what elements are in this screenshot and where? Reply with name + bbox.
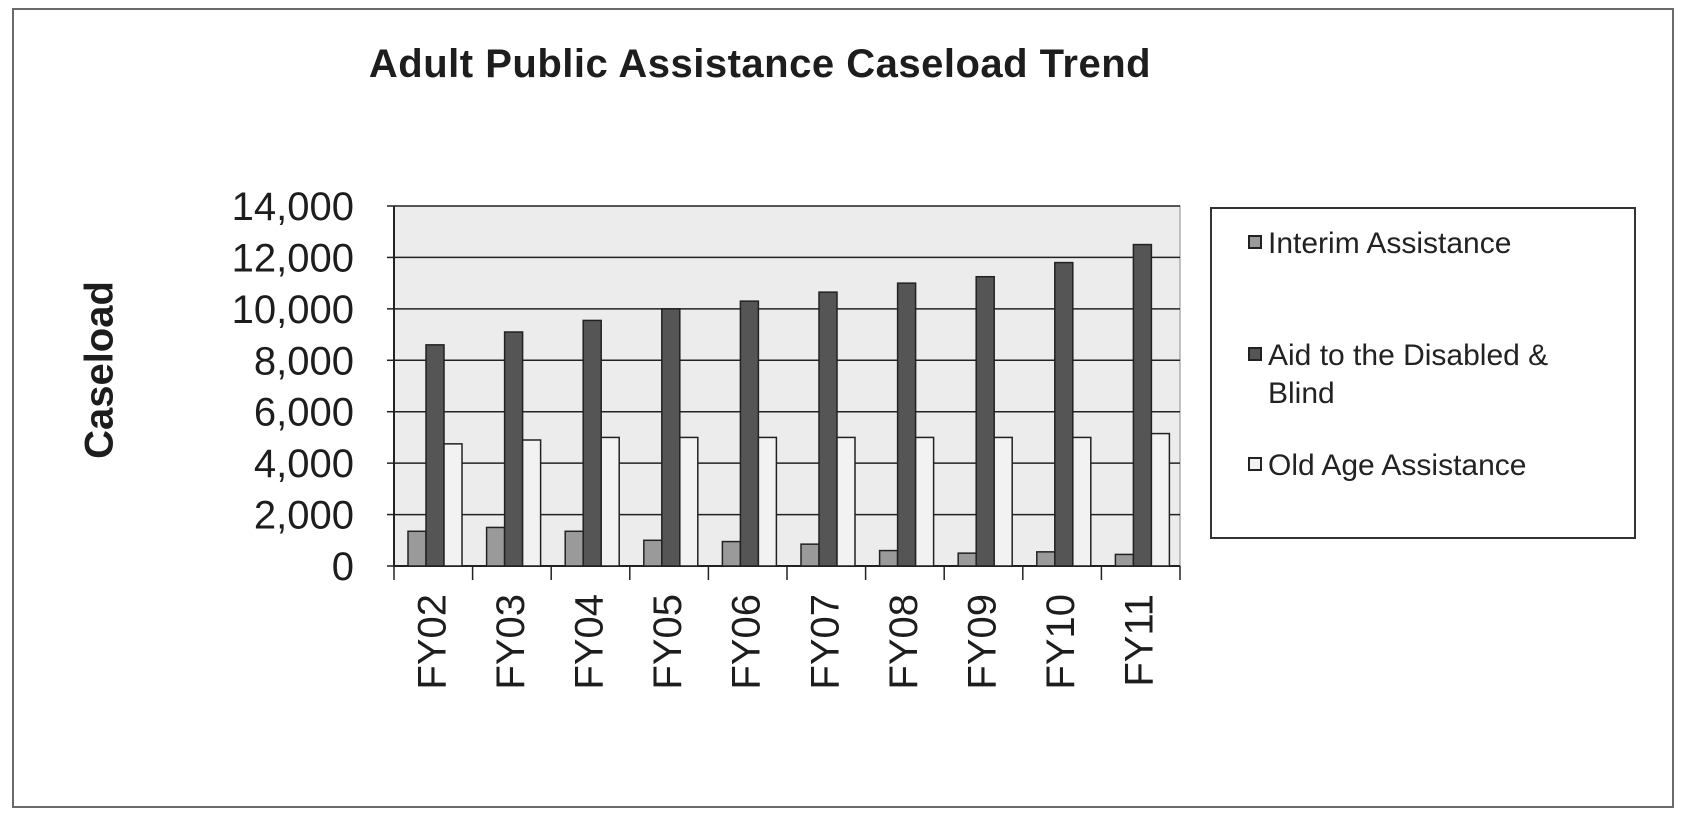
bar-aid-to-the-disabled-blind-fy05 <box>661 308 681 567</box>
bar-interim-assistance-fy10 <box>1036 551 1056 567</box>
x-tick-label: FY10 <box>1039 594 1083 690</box>
bar-interim-assistance-fy07 <box>800 543 820 567</box>
bar-aid-to-the-disabled-blind-fy06 <box>739 300 760 567</box>
legend-label-interim-assistance: Interim Assistance <box>1268 227 1512 260</box>
bar-old-age-assistance-fy08 <box>914 436 935 567</box>
bar-old-age-assistance-fy05 <box>679 436 699 567</box>
bar-old-age-assistance-fy09 <box>993 436 1013 567</box>
legend-swatch-aid-disabled-blind <box>1248 347 1262 361</box>
y-tick-label: 12,000 <box>232 236 354 280</box>
bar-old-age-assistance-fy10 <box>1072 436 1092 567</box>
bar-interim-assistance-fy11 <box>1114 553 1135 567</box>
bar-old-age-assistance-fy04 <box>600 436 620 567</box>
x-tick-label: FY06 <box>725 594 769 690</box>
x-tick-label: FY04 <box>568 594 612 690</box>
bar-interim-assistance-fy08 <box>878 549 899 567</box>
legend-swatch-interim-assistance <box>1248 235 1262 249</box>
x-tick-label: FY05 <box>646 594 690 690</box>
y-tick-label: 0 <box>332 545 354 589</box>
bar-aid-to-the-disabled-blind-fy10 <box>1054 261 1074 567</box>
y-tick-label: 2,000 <box>254 494 354 538</box>
x-tick-label: FY02 <box>410 594 454 690</box>
bar-aid-to-the-disabled-blind-fy03 <box>503 331 524 567</box>
y-tick-label: 8,000 <box>254 339 354 383</box>
x-tick-label: FY08 <box>882 594 926 690</box>
bar-old-age-assistance-fy02 <box>443 443 463 567</box>
bar-old-age-assistance-fy03 <box>521 439 542 567</box>
bar-old-age-assistance-fy11 <box>1150 432 1171 567</box>
bar-interim-assistance-fy09 <box>957 552 977 567</box>
bar-aid-to-the-disabled-blind-fy02 <box>425 344 445 567</box>
y-tick-label: 6,000 <box>254 391 354 435</box>
x-tick-label: FY09 <box>961 594 1005 690</box>
legend: Interim Assistance Aid to the Disabled &… <box>1210 207 1636 539</box>
chart-title: Adult Public Assistance Caseload Trend <box>368 42 1152 86</box>
y-tick-label: 10,000 <box>232 288 354 332</box>
bar-aid-to-the-disabled-blind-fy09 <box>975 275 995 567</box>
legend-label-old-age-assistance: Old Age Assistance <box>1268 449 1527 482</box>
bar-aid-to-the-disabled-blind-fy04 <box>582 319 602 567</box>
y-tick-label: 4,000 <box>254 442 354 486</box>
bar-interim-assistance-fy04 <box>564 530 584 567</box>
y-tick-label: 14,000 <box>232 185 354 229</box>
x-tick-label: FY07 <box>803 594 847 690</box>
x-tick-label: FY03 <box>489 594 533 690</box>
bar-old-age-assistance-fy07 <box>836 436 856 567</box>
bar-interim-assistance-fy05 <box>643 539 663 567</box>
bar-aid-to-the-disabled-blind-fy08 <box>896 282 917 567</box>
bar-interim-assistance-fy02 <box>407 530 427 567</box>
bar-aid-to-the-disabled-blind-fy07 <box>818 291 838 567</box>
legend-label-aid-disabled-blind: Aid to the Disabled & Blind <box>1268 339 1549 410</box>
bar-aid-to-the-disabled-blind-fy11 <box>1132 243 1153 567</box>
bar-old-age-assistance-fy06 <box>757 436 778 567</box>
bar-interim-assistance-fy06 <box>721 540 742 567</box>
x-tick-label: FY11 <box>1118 594 1162 687</box>
legend-swatch-old-age-assistance <box>1248 457 1262 471</box>
bar-interim-assistance-fy03 <box>485 526 506 567</box>
